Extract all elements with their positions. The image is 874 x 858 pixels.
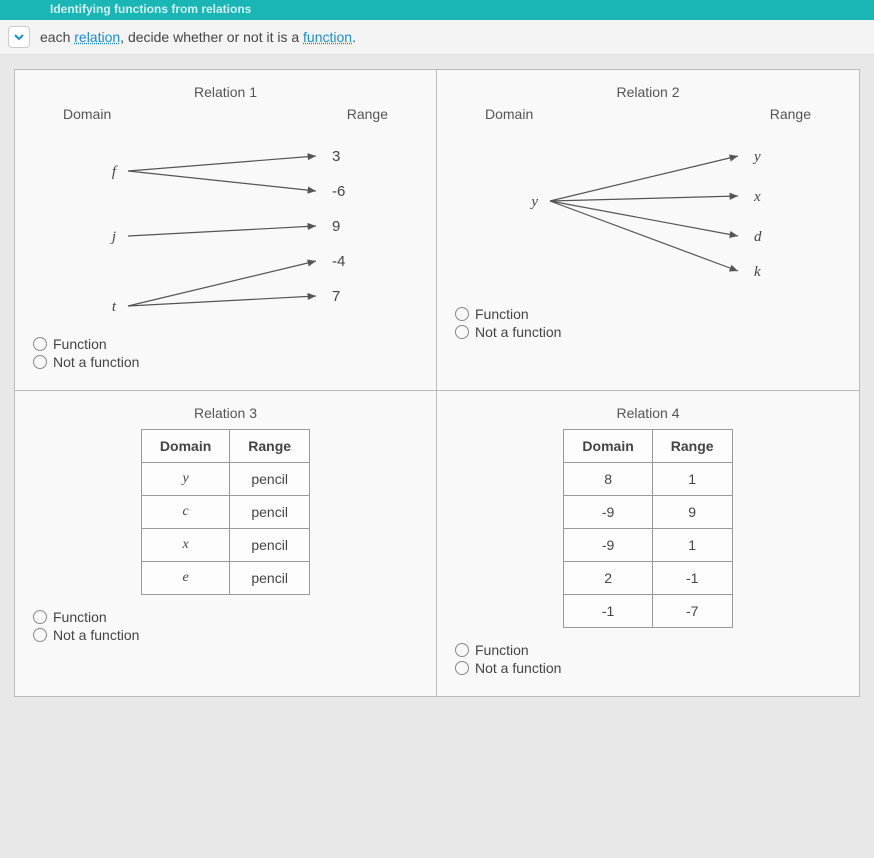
radio-icon <box>455 325 469 339</box>
svg-text:j: j <box>109 229 115 245</box>
table-row: 81 <box>564 463 732 496</box>
prompt-prefix: each <box>40 29 74 45</box>
table-cell: y <box>141 463 229 496</box>
relation-2-title: Relation 2 <box>455 84 841 100</box>
radio-icon <box>33 355 47 369</box>
svg-text:-4: -4 <box>332 253 345 270</box>
table-cell: 1 <box>652 463 732 496</box>
option-label: Function <box>475 642 529 658</box>
table-cell: c <box>141 496 229 529</box>
svg-text:x: x <box>753 189 761 205</box>
relation-1-options: Function Not a function <box>33 336 418 370</box>
relation-1-option-not-function[interactable]: Not a function <box>33 354 418 370</box>
table-cell: e <box>141 562 229 595</box>
prompt-text: each relation, decide whether or not it … <box>40 29 356 45</box>
radio-icon <box>455 307 469 321</box>
table-row: xpencil <box>141 529 309 562</box>
relation-2-mapping-diagram: y y x d k <box>498 126 798 296</box>
relation-2-cell: Relation 2 Domain Range y y x d k Function N… <box>437 70 859 391</box>
table-row: epencil <box>141 562 309 595</box>
relation-4-cell: Relation 4 DomainRange81-99-912-1-1-7 Fu… <box>437 391 859 696</box>
relation-3-option-not-function[interactable]: Not a function <box>33 627 418 643</box>
prompt-mid: , decide whether or not it is a <box>120 29 303 45</box>
relation-1-cell: Relation 1 Domain Range f j t 3 -6 9 -4 7 Funct… <box>15 70 437 391</box>
function-term-link[interactable]: function <box>303 29 352 45</box>
radio-icon <box>33 610 47 624</box>
table-cell: pencil <box>230 562 310 595</box>
option-label: Not a function <box>53 627 139 643</box>
table-cell: x <box>141 529 229 562</box>
relation-2-options: Function Not a function <box>455 306 841 340</box>
relation-4-options: Function Not a function <box>455 642 841 676</box>
svg-text:3: 3 <box>332 148 340 165</box>
option-label: Function <box>53 609 107 625</box>
relation-2-option-not-function[interactable]: Not a function <box>455 324 841 340</box>
table-cell: -7 <box>652 595 732 628</box>
relation-3-table: DomainRangeypencilcpencilxpencilepencil <box>141 429 310 595</box>
breadcrumb-bar: Identifying functions from relations <box>0 0 874 20</box>
svg-text:y: y <box>529 194 538 210</box>
table-cell: 9 <box>652 496 732 529</box>
table-cell: pencil <box>230 463 310 496</box>
table-cell: -9 <box>564 529 652 562</box>
radio-icon <box>33 628 47 642</box>
svg-text:-6: -6 <box>332 183 345 200</box>
table-row: cpencil <box>141 496 309 529</box>
option-label: Not a function <box>475 324 561 340</box>
table-cell: 8 <box>564 463 652 496</box>
radio-icon <box>33 337 47 351</box>
relation-1-range-label: Range <box>347 106 388 122</box>
relation-2-range-label: Range <box>770 106 811 122</box>
svg-text:d: d <box>754 229 762 245</box>
relation-4-option-function[interactable]: Function <box>455 642 841 658</box>
relations-grid: Relation 1 Domain Range f j t 3 -6 9 -4 7 Funct… <box>14 69 860 697</box>
table-cell: 1 <box>652 529 732 562</box>
relation-3-options: Function Not a function <box>33 609 418 643</box>
table-cell: -1 <box>564 595 652 628</box>
relation-4-option-not-function[interactable]: Not a function <box>455 660 841 676</box>
relation-1-title: Relation 1 <box>33 84 418 100</box>
radio-icon <box>455 661 469 675</box>
table-cell: -9 <box>564 496 652 529</box>
table-cell: pencil <box>230 496 310 529</box>
option-label: Not a function <box>53 354 139 370</box>
table-row: -99 <box>564 496 732 529</box>
relation-1-domain-label: Domain <box>63 106 111 122</box>
relation-3-option-function[interactable]: Function <box>33 609 418 625</box>
table-cell: -1 <box>652 562 732 595</box>
relation-4-title: Relation 4 <box>455 405 841 421</box>
table-header: Domain <box>141 430 229 463</box>
relation-3-cell: Relation 3 DomainRangeypencilcpencilxpen… <box>15 391 437 696</box>
radio-icon <box>455 643 469 657</box>
table-row: 2-1 <box>564 562 732 595</box>
table-row: -91 <box>564 529 732 562</box>
table-cell: 2 <box>564 562 652 595</box>
table-cell: pencil <box>230 529 310 562</box>
relation-term-link[interactable]: relation <box>74 29 120 45</box>
relation-2-option-function[interactable]: Function <box>455 306 841 322</box>
relation-3-title: Relation 3 <box>33 405 418 421</box>
prompt-suffix: . <box>352 29 356 45</box>
option-label: Function <box>53 336 107 352</box>
table-header: Domain <box>564 430 652 463</box>
prompt-row: each relation, decide whether or not it … <box>0 20 874 55</box>
table-row: -1-7 <box>564 595 732 628</box>
table-header: Range <box>230 430 310 463</box>
relation-2-domain-label: Domain <box>485 106 533 122</box>
svg-text:7: 7 <box>332 288 340 305</box>
svg-text:9: 9 <box>332 218 340 235</box>
option-label: Function <box>475 306 529 322</box>
breadcrumb-text: Identifying functions from relations <box>50 2 251 16</box>
relation-4-table: DomainRange81-99-912-1-1-7 <box>563 429 732 628</box>
relation-1-mapping-diagram: f j t 3 -6 9 -4 7 <box>76 126 376 326</box>
expand-chevron-icon[interactable] <box>8 26 30 48</box>
svg-text:k: k <box>754 264 761 280</box>
relation-1-option-function[interactable]: Function <box>33 336 418 352</box>
svg-text:y: y <box>752 149 761 165</box>
option-label: Not a function <box>475 660 561 676</box>
svg-text:t: t <box>111 299 116 315</box>
table-row: ypencil <box>141 463 309 496</box>
table-header: Range <box>652 430 732 463</box>
svg-text:f: f <box>111 164 117 180</box>
